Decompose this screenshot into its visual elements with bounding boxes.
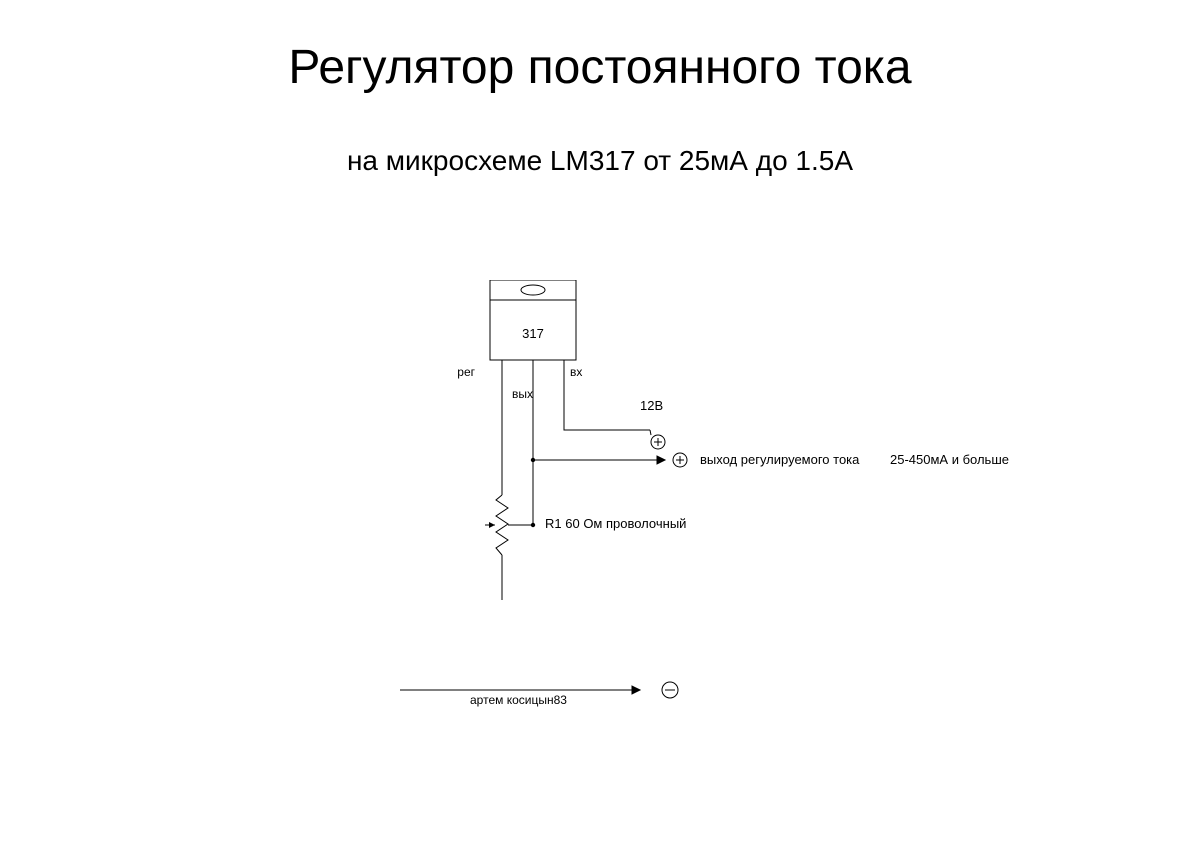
ic-tab <box>490 280 576 300</box>
schematic-diagram: 317 рег вых вх <box>320 280 1080 760</box>
supply-12v-label: 12В <box>640 398 663 413</box>
ic-lm317: 317 <box>490 280 576 360</box>
page: Регулятор постоянного тока на микросхеме… <box>0 0 1200 849</box>
output-label: выход регулируемого тока <box>700 452 860 467</box>
resistor-value: 60 Ом проволочный <box>565 516 686 531</box>
wires <box>502 380 650 600</box>
pin-label-in: вх <box>570 365 582 379</box>
minus-terminal-icon <box>662 682 678 698</box>
output-plus-terminal-icon <box>673 453 687 467</box>
ic-pins <box>502 360 564 380</box>
output-arrow <box>533 456 665 464</box>
page-title: Регулятор постоянного тока <box>0 40 1200 95</box>
resistor-r1 <box>485 495 520 555</box>
resistor-label: R1 60 Ом проволочный <box>545 516 686 531</box>
page-subtitle: на микросхеме LM317 от 25мА до 1.5А <box>0 145 1200 177</box>
pin-label-reg: рег <box>457 365 475 379</box>
resistor-name: R1 <box>545 516 562 531</box>
junction-dot <box>531 523 535 527</box>
author-label: артем косицын83 <box>470 693 567 707</box>
ic-label: 317 <box>522 326 544 341</box>
ic-mounting-hole-icon <box>521 285 545 295</box>
supply-plus-terminal-icon <box>650 430 665 449</box>
output-range: 25-450мА и больше <box>890 452 1009 467</box>
pin-label-out: вых <box>512 387 533 401</box>
